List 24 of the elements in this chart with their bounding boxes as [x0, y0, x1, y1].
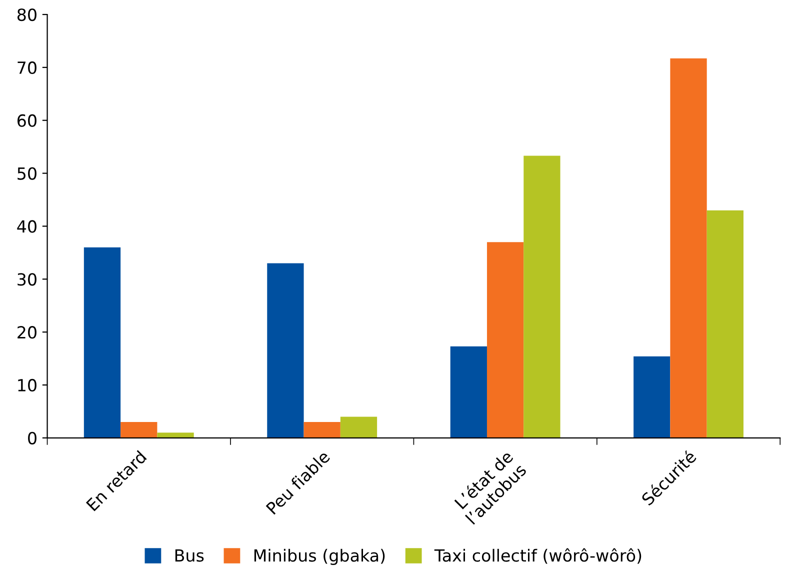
y-tick-label: 40 [17, 220, 36, 233]
y-tick-label: 30 [18, 273, 36, 286]
y-tick-label: 60 [18, 114, 36, 127]
y-tick-label: 50 [18, 167, 36, 180]
bar [524, 156, 560, 438]
y-tick-label: 80 [17, 8, 36, 22]
y-tick-label: 10 [18, 378, 36, 392]
bar [634, 356, 670, 438]
legend-label: Taxi collectif (wôrô-wôrô) [434, 548, 642, 564]
y-tick-label: 0 [28, 432, 36, 444]
legend-label: Minibus (gbaka) [254, 548, 385, 565]
bar [450, 346, 487, 438]
bar [84, 247, 121, 438]
bar [120, 422, 158, 438]
bar [670, 58, 707, 438]
legend-label: Bus [175, 549, 204, 562]
y-tick-label: 70 [18, 61, 36, 74]
y-tick-label: 20 [18, 326, 36, 339]
bar [340, 416, 378, 438]
bar [486, 242, 524, 438]
bar [706, 210, 744, 438]
bar [304, 422, 340, 438]
bar [157, 432, 194, 438]
bar [267, 263, 304, 438]
